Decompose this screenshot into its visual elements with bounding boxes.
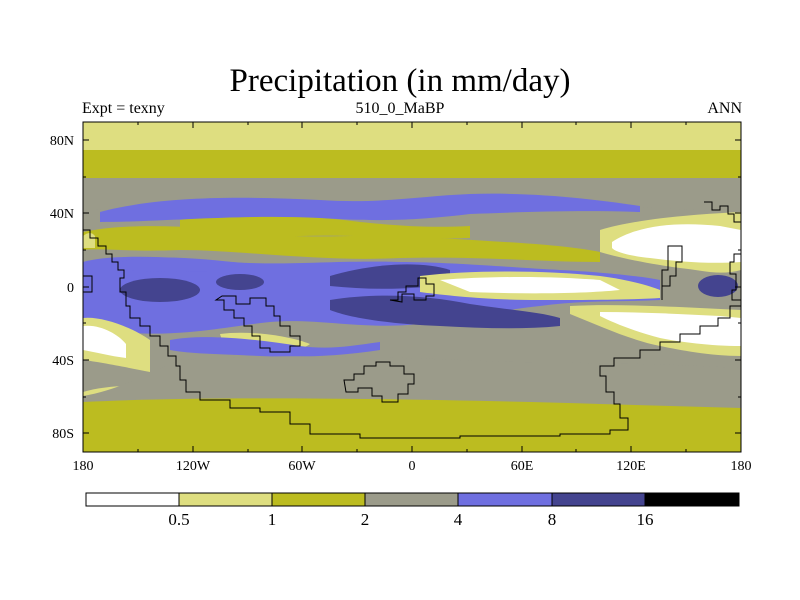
season-label: ANN	[707, 100, 742, 117]
y-tick-label: 40S	[52, 354, 74, 369]
colorbar-box	[272, 493, 365, 506]
y-axis-ticks	[83, 121, 741, 434]
x-tick-label: 180	[731, 459, 752, 474]
colorbar-box	[645, 493, 739, 506]
period-label: 510_0_MaBP	[355, 100, 445, 117]
x-tick-label: 60E	[511, 459, 534, 474]
x-tick-label: 0	[409, 459, 416, 474]
y-tick-labels: 80N 40N 0 40S 80S	[50, 134, 74, 442]
x-tick-label: 60W	[288, 459, 316, 474]
colorbar-label: 4	[454, 510, 463, 529]
colorbar-box	[365, 493, 458, 506]
precipitation-field	[83, 122, 741, 452]
y-tick-label: 0	[67, 281, 74, 296]
colorbar-label: 8	[548, 510, 557, 529]
colorbar-label: 0.5	[168, 510, 189, 529]
colorbar: 0.5 1 2 4 8 16	[85, 492, 740, 529]
experiment-label: Expt = texny	[82, 100, 165, 117]
x-axis-ticks	[82, 122, 687, 452]
colorbar-label: 16	[637, 510, 654, 529]
colorbar-box	[86, 493, 179, 506]
y-tick-label: 80N	[50, 134, 74, 149]
colorbar-label: 1	[268, 510, 277, 529]
colorbar-box	[179, 493, 272, 506]
x-tick-label: 120E	[616, 459, 646, 474]
colorbar-label: 2	[361, 510, 370, 529]
x-tick-label: 120W	[176, 459, 211, 474]
x-tick-labels: 180 120W 60W 0 60E 120E 180	[73, 459, 752, 474]
coastlines	[83, 201, 741, 439]
colorbar-box	[458, 493, 552, 506]
colorbar-box	[552, 493, 645, 506]
y-tick-label: 40N	[50, 207, 74, 222]
plot-title: Precipitation (in mm/day)	[229, 63, 571, 99]
y-tick-label: 80S	[52, 427, 74, 442]
x-tick-label: 180	[73, 459, 94, 474]
